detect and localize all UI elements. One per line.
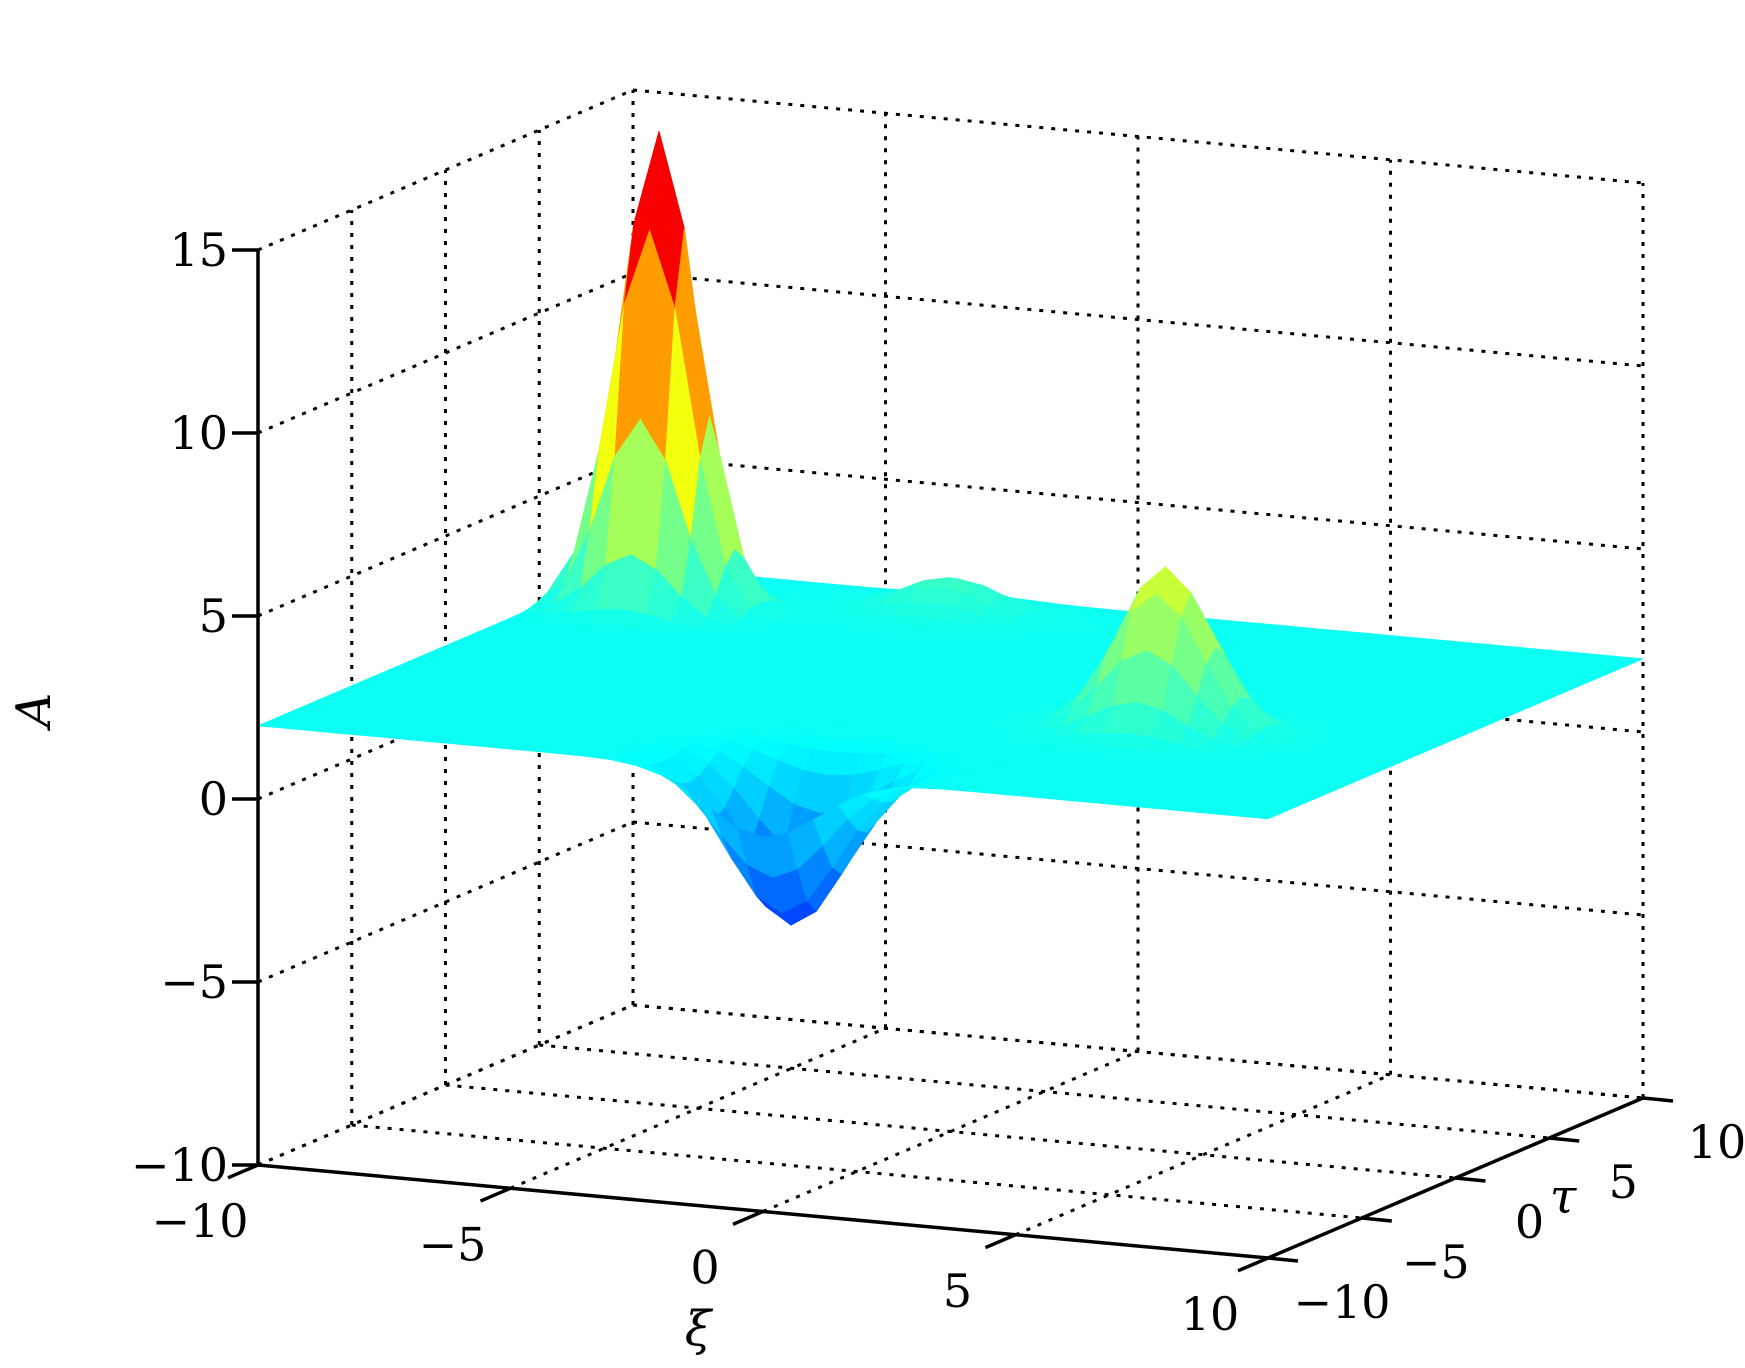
grid-line-back-a <box>632 271 1644 368</box>
axes <box>227 248 1674 1273</box>
grid-line-floor-xi <box>762 1050 1139 1213</box>
grid-line-back-a <box>632 1003 1644 1100</box>
y-tick-label: 10 <box>1688 1115 1745 1169</box>
grid-line-side-a <box>257 1003 634 1167</box>
grid-line-side-a <box>257 271 634 435</box>
y-tick-label: 0 <box>1515 1195 1544 1249</box>
z-axis-label: A <box>6 693 62 732</box>
grid-line-floor-tau <box>351 1123 1362 1220</box>
x-tick-label: −10 <box>151 1194 248 1248</box>
grid-line-floor-tau <box>539 1043 1550 1140</box>
z-tick-label: −5 <box>160 955 228 1009</box>
x-tick <box>984 1233 1017 1250</box>
x-tick <box>227 1163 259 1180</box>
y-tick <box>1455 1176 1486 1183</box>
surface-plot <box>257 131 1644 926</box>
x-tick-label: 10 <box>1181 1287 1240 1341</box>
z-tick-label: −10 <box>131 1138 228 1192</box>
x-tick-label: 0 <box>690 1241 719 1295</box>
grid-line-side-a <box>257 820 634 984</box>
y-tick-label: 5 <box>1609 1155 1638 1209</box>
x-axis-label: ξ <box>685 1301 714 1357</box>
z-tick-label: 0 <box>199 772 228 826</box>
surface-patch <box>1242 812 1278 820</box>
z-tick-label: 5 <box>199 589 228 643</box>
z-tick-label: 15 <box>169 223 228 277</box>
y-tick <box>1642 1096 1674 1103</box>
x-tick <box>1237 1256 1269 1273</box>
x-tick <box>479 1186 512 1203</box>
x-tick <box>732 1209 764 1226</box>
x-tick-label: −5 <box>419 1217 487 1271</box>
grid-line-side-a <box>257 454 634 618</box>
y-tick <box>1267 1256 1299 1263</box>
grid-line-floor-tau <box>445 1083 1456 1180</box>
grid-line-floor-xi <box>509 1026 887 1190</box>
grid-line-side-a <box>257 88 634 252</box>
grid-line-back-a <box>632 88 1644 185</box>
grid-line-floor-xi <box>1014 1073 1392 1237</box>
y-tick-label: −5 <box>1402 1235 1470 1289</box>
z-tick-label: 10 <box>169 406 228 460</box>
y-tick <box>1549 1136 1580 1143</box>
y-axis-label: τ <box>1550 1169 1578 1225</box>
x-tick-label: 5 <box>943 1264 972 1318</box>
grid-line-back-a <box>632 454 1644 551</box>
y-tick-label: −10 <box>1293 1275 1390 1329</box>
y-tick <box>1361 1216 1392 1223</box>
